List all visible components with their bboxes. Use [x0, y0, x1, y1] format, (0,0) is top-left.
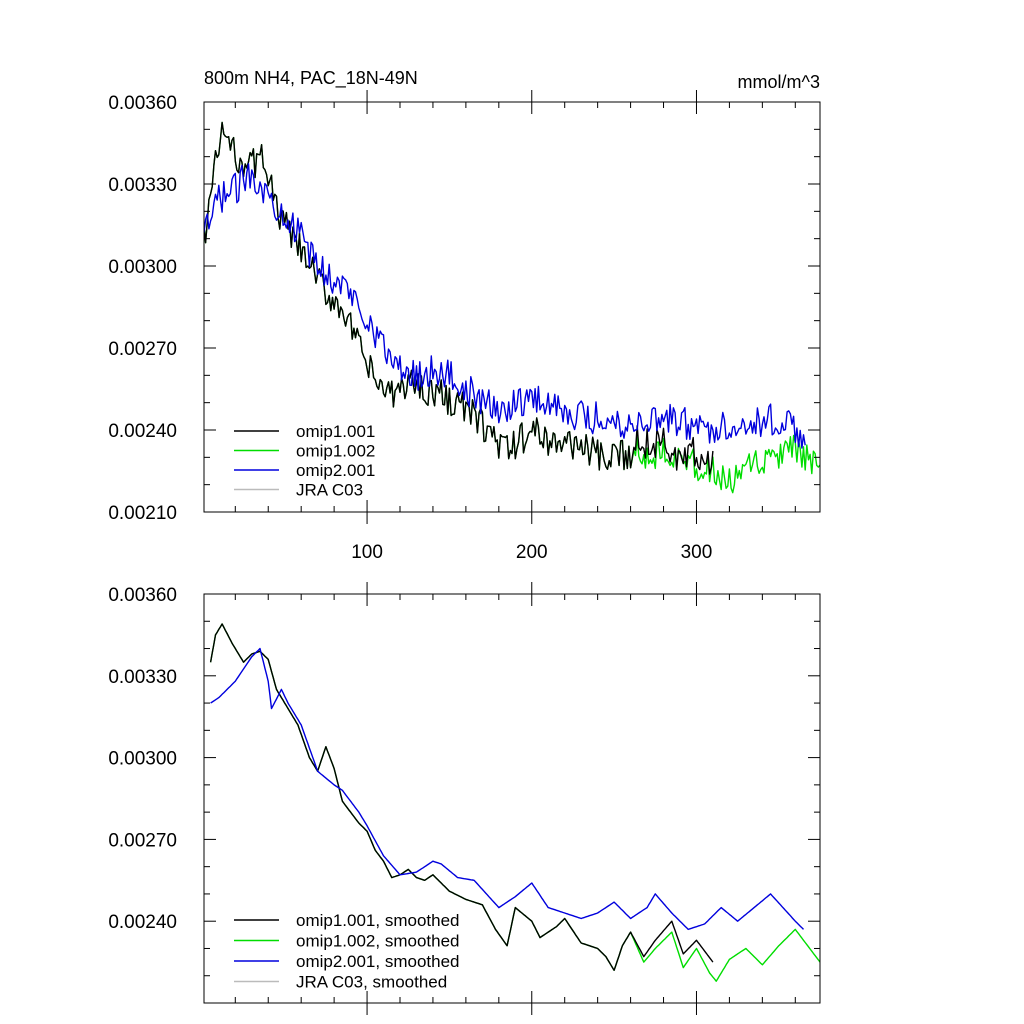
series-layer: [209, 623, 820, 982]
y-tick-label: 0.00240: [108, 912, 177, 933]
y-tick-label: 0.00300: [108, 257, 177, 278]
y-tick-label: 0.00360: [108, 585, 177, 606]
legend-label: omip2.001, smoothed: [296, 952, 460, 971]
y-tick-label: 0.00210: [108, 503, 177, 524]
legend-label: omip1.001: [296, 422, 375, 441]
plot-frame: [203, 593, 821, 1004]
legend-label: JRA C03, smoothed: [296, 973, 447, 992]
series-line-omip2-001: [204, 163, 806, 449]
top-panel: 800m NH4, PAC_18N-49N mmol/m^3 0.002100.…: [108, 68, 821, 563]
legend-label: omip2.001: [296, 461, 375, 480]
series-line-omip1-001-smoothed: [209, 623, 714, 971]
y-tick-label: 0.00240: [108, 421, 177, 442]
legend-label: omip1.002, smoothed: [296, 932, 460, 951]
y-tick-label: 0.00360: [108, 93, 177, 114]
units-label: mmol/m^3: [738, 72, 820, 92]
y-tick-label: 0.00270: [108, 339, 177, 360]
y-tick-label: 0.00300: [108, 749, 177, 770]
plot-frame: [203, 101, 821, 513]
bottom-panel: 0.00240 0.00270 0.00300 0.00330 0.00360 omip…: [108, 582, 821, 1015]
y-tick-label: 0.00330: [108, 667, 177, 688]
axis-layer: 0.00210 0.00240 0.00270 0.00300 0.00330 0.003…: [108, 90, 821, 563]
legend-label: omip1.002: [296, 442, 375, 461]
series-layer: [204, 121, 820, 494]
x-tick-label: 300: [681, 542, 713, 563]
legend: omip1.001, smoothed omip1.002, smoothedom…: [234, 911, 460, 992]
panel-title: 800m NH4, PAC_18N-49N: [204, 68, 418, 89]
axis-layer: 0.00240 0.00270 0.00300 0.00330 0.00360: [108, 582, 821, 1015]
x-tick-label: 100: [351, 542, 383, 563]
legend-label: omip1.001, smoothed: [296, 911, 460, 930]
y-tick-label: 0.00270: [108, 830, 177, 851]
series-line-omip2-001-smoothed: [210, 647, 805, 931]
series-line-omip1-001: [204, 121, 714, 475]
y-tick-label: 0.00330: [108, 175, 177, 196]
x-tick-label: 200: [516, 542, 548, 563]
legend-label: JRA C03: [296, 481, 363, 500]
